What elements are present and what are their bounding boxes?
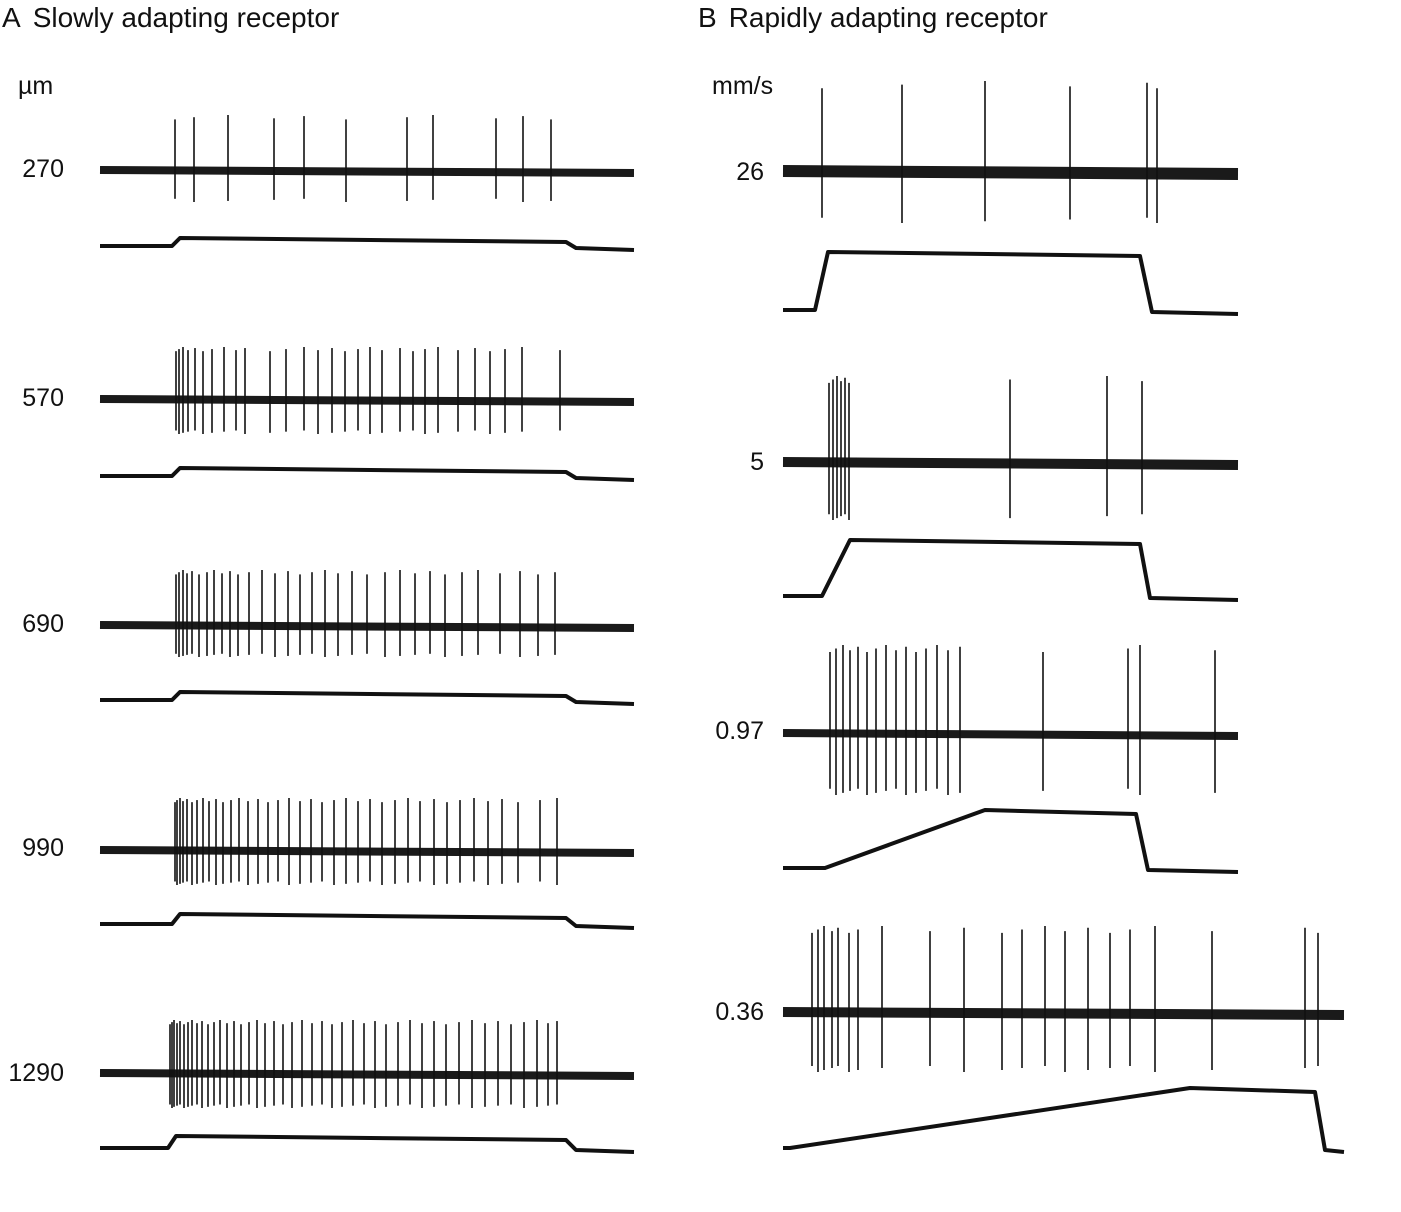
panel-a-stimulus-trace	[100, 912, 635, 930]
panel-a-title: Slowly adapting receptor	[32, 2, 340, 33]
panel-b-row-label: 0.97	[715, 717, 764, 745]
panel-a-baseline	[99, 166, 635, 177]
panel-a-row-label: 1290	[8, 1059, 64, 1087]
panel-a-stimulus-trace	[100, 466, 635, 482]
panel-a-stimulus-trace	[100, 690, 635, 706]
panel-a-row-label: 570	[22, 384, 64, 412]
panel-b-heading: B Rapidly adapting receptor	[698, 0, 1048, 36]
panel-b-unit-label: mm/s	[712, 72, 774, 100]
panel-b-title: Rapidly adapting receptor	[728, 2, 1048, 33]
panel-b-row-label: 5	[750, 448, 764, 476]
panel-a-unit-label: µm	[18, 72, 54, 100]
panel-a-baseline	[99, 1069, 635, 1080]
panel-a-baseline	[99, 846, 635, 857]
panel-a-stimulus-trace	[100, 1134, 635, 1154]
panel-b-stimulus-trace	[783, 1086, 1345, 1154]
panel-b-stimulus-trace	[783, 538, 1239, 602]
panel-a-row-label: 690	[22, 610, 64, 638]
panel-b-letter: B	[698, 2, 717, 33]
panel-b-row-label: 0.36	[715, 998, 764, 1026]
panel-a-row-label: 270	[22, 155, 64, 183]
panel-a-stimulus-trace	[100, 236, 635, 252]
panel-b-stimulus-trace	[783, 250, 1239, 316]
panel-b-baseline	[782, 729, 1239, 740]
panel-a-baseline	[99, 395, 635, 406]
panel-a-heading: A Slowly adapting receptor	[2, 0, 339, 36]
panel-b-row-label: 26	[736, 158, 764, 186]
panel-b-baseline	[782, 1007, 1345, 1020]
panel-a-letter: A	[2, 2, 21, 33]
panel-b-stimulus-trace	[783, 808, 1239, 874]
panel-b-baseline	[782, 165, 1239, 180]
panel-a-row-label: 990	[22, 834, 64, 862]
